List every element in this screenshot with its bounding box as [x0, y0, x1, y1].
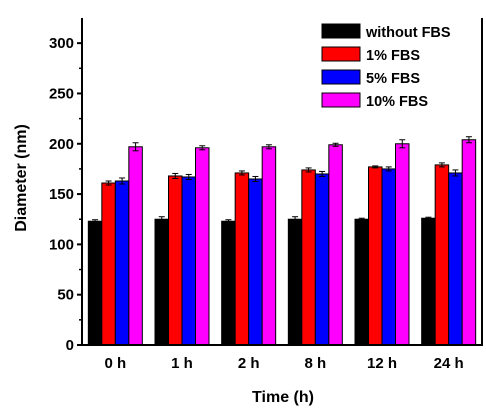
bar-4-6: [461, 139, 477, 346]
axes: 0 50 100 150 200 250 300 0 h 1 h 2 h 8 h 12 h 24 h: [49, 18, 483, 372]
error-bar-2-2: [172, 172, 179, 179]
bar-2-3: [234, 172, 250, 346]
bar-2-2: [168, 175, 183, 346]
legend-label-4: 10% FBS: [366, 94, 428, 110]
bar-4-1: [128, 146, 143, 346]
error-bar-3-2: [185, 173, 192, 180]
bar-2-4: [301, 169, 316, 346]
x-tick-label-4: 8 h: [304, 355, 326, 372]
x-tick-label-6: 24 h: [434, 355, 464, 372]
x-tick-label-2: 1 h: [171, 355, 193, 372]
y-tick-label-3: 100: [49, 236, 74, 253]
x-tick-label-1: 0 h: [104, 355, 126, 372]
x-axis-title: Time (h): [252, 389, 314, 406]
y-tick-label-5: 200: [49, 136, 74, 153]
error-bar-2-3: [238, 170, 245, 176]
bar-3-1: [114, 180, 130, 346]
error-bar-2-1: [105, 180, 112, 186]
legend-label-3: 5% FBS: [366, 71, 420, 87]
legend-swatch-2: [321, 46, 361, 62]
error-bar-1-2: [158, 216, 165, 223]
bar-1-5: [354, 218, 369, 346]
legend: without FBS 1% FBS 5% FBS 10% FBS: [321, 23, 451, 110]
bar-2-6: [434, 164, 450, 346]
error-bar-4-3: [265, 144, 272, 150]
error-bar-4-6: [465, 136, 472, 144]
bar-3-3: [248, 178, 263, 346]
bar-1-6: [421, 217, 436, 346]
y-tick-label-2: 50: [57, 287, 74, 304]
bar-4-4: [328, 144, 343, 346]
bar-4-2: [195, 147, 210, 346]
error-bar-4-1: [132, 142, 139, 152]
error-bar-3-1: [119, 177, 126, 185]
error-bar-4-2: [199, 145, 206, 151]
y-tick-label-6: 250: [49, 85, 74, 102]
error-bar-2-6: [438, 162, 445, 168]
x-tick-label-5: 12 h: [367, 355, 397, 372]
error-bar-1-4: [292, 216, 299, 223]
y-tick-label-1: 0: [66, 337, 74, 354]
error-bar-2-4: [305, 167, 312, 173]
error-bar-1-6: [425, 216, 432, 220]
bar-4-5: [395, 143, 410, 346]
legend-swatch-3: [321, 69, 361, 85]
error-bar-4-5: [399, 139, 406, 149]
error-bar-3-5: [385, 166, 392, 172]
error-bar-3-3: [252, 175, 259, 182]
legend-label-2: 1% FBS: [366, 48, 420, 64]
error-bar-3-4: [319, 170, 326, 177]
error-bar-1-1: [92, 219, 99, 224]
y-tick-label-4: 150: [49, 186, 74, 203]
legend-swatch-4: [321, 92, 361, 108]
error-bar-1-3: [225, 219, 232, 224]
bar-2-1: [101, 182, 116, 346]
bar-3-6: [448, 172, 463, 346]
y-tick-label-7: 300: [49, 35, 74, 52]
error-bars: [92, 136, 472, 224]
y-axis-title: Diameter (nm): [13, 124, 30, 232]
error-bar-2-5: [372, 165, 379, 169]
axis-frame: [81, 18, 483, 346]
bar-1-4: [287, 218, 303, 346]
bar-1-1: [87, 220, 103, 346]
bar-1-3: [221, 220, 236, 346]
bar-1-2: [154, 218, 169, 346]
bar-4-3: [261, 146, 277, 346]
error-bar-4-4: [332, 142, 339, 147]
bar-3-5: [381, 168, 396, 346]
error-bar-3-6: [452, 169, 459, 177]
legend-swatch-1: [321, 23, 361, 39]
error-bar-1-5: [358, 217, 365, 221]
bar-2-5: [368, 166, 383, 346]
bar-3-2: [181, 176, 196, 346]
bar-3-4: [314, 173, 330, 346]
x-tick-label-3: 2 h: [238, 355, 260, 372]
legend-label-1: without FBS: [365, 25, 451, 41]
bars: [87, 139, 477, 346]
